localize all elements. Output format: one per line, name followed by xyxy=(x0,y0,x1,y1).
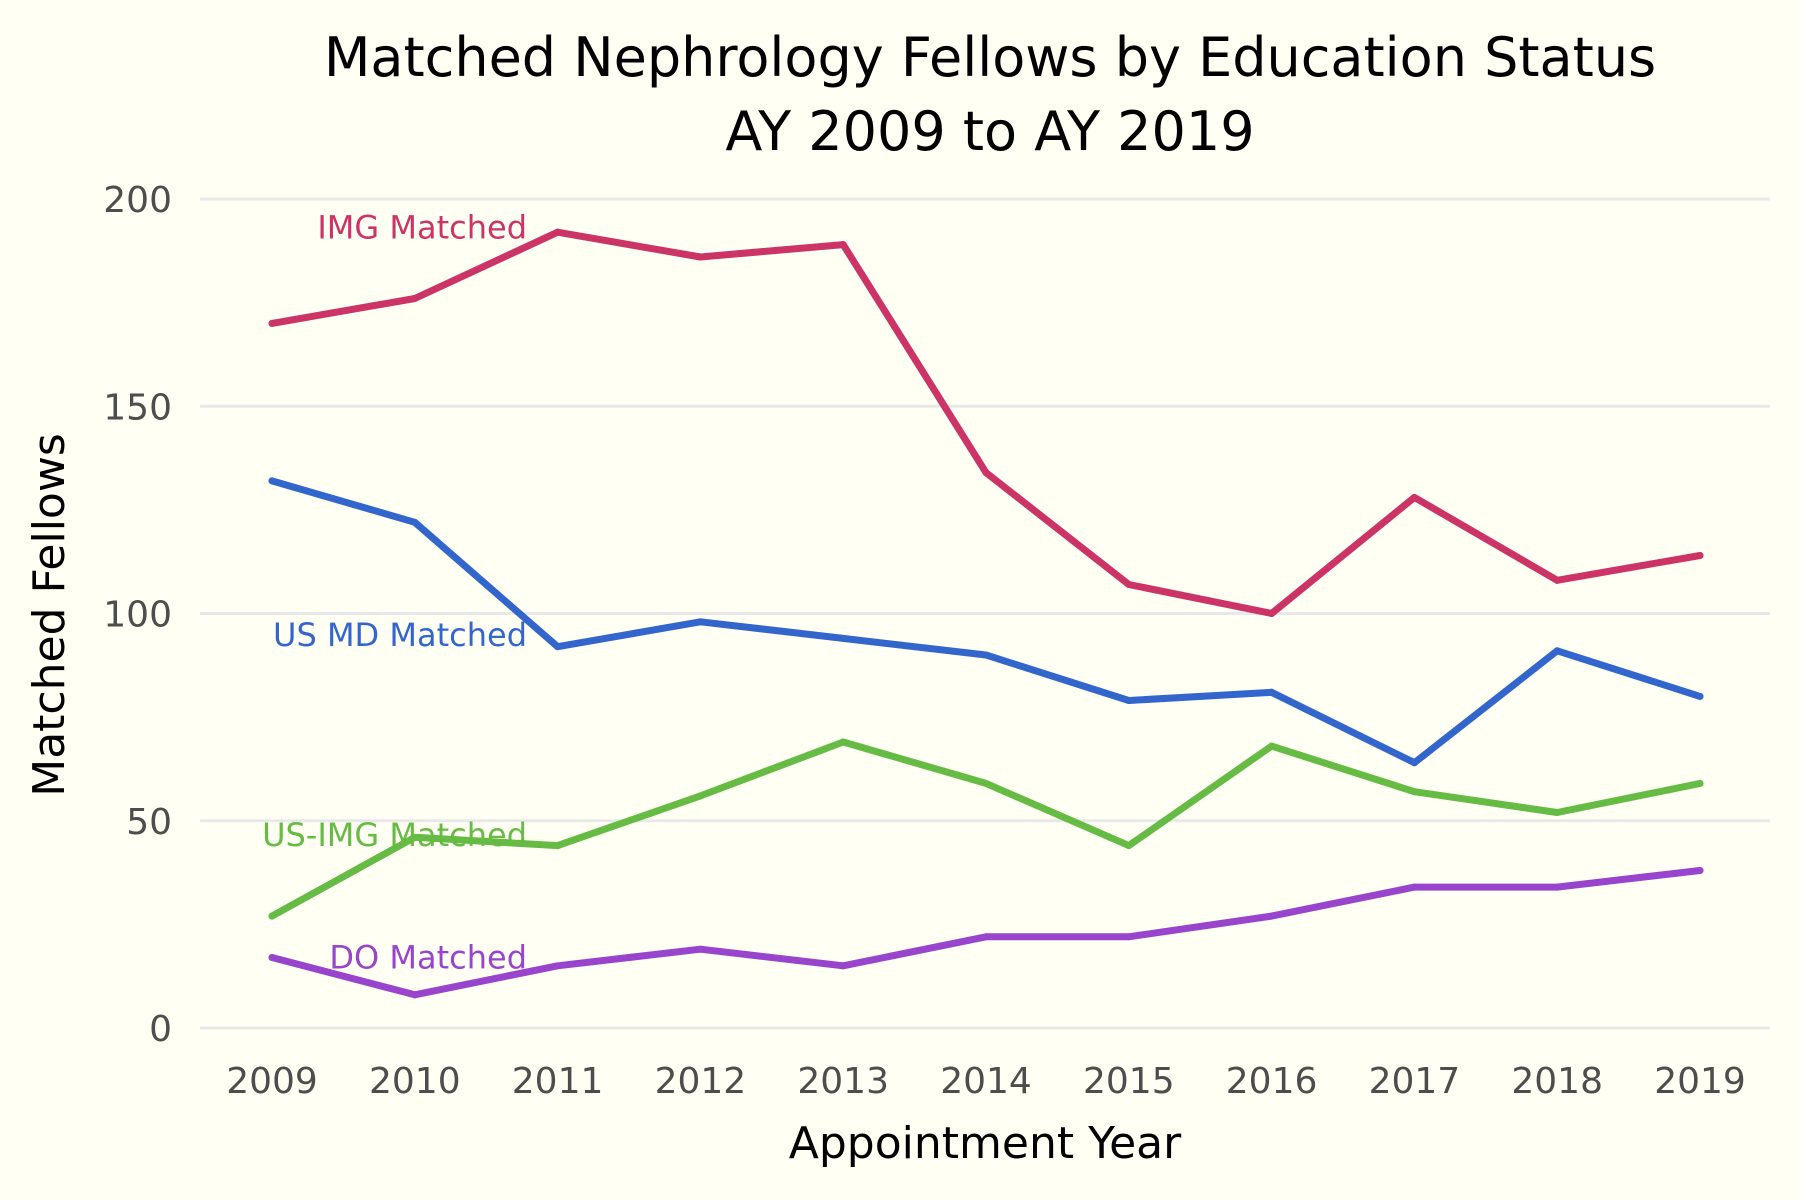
gridlines xyxy=(200,197,1770,1030)
data-point xyxy=(1410,883,1418,891)
y-axis-ticks: 0 50 100 150 200 xyxy=(103,180,172,1050)
y-tick-label: 150 xyxy=(103,387,172,428)
series-points-us-md-matched xyxy=(268,477,1704,767)
data-point xyxy=(411,833,419,841)
data-point xyxy=(839,634,847,642)
data-point xyxy=(411,294,419,302)
data-point xyxy=(1125,697,1133,705)
data-point xyxy=(1696,779,1704,787)
x-axis-title: Appointment Year xyxy=(789,1118,1182,1169)
data-point xyxy=(268,319,276,327)
data-point xyxy=(839,241,847,249)
x-tick-label: 2011 xyxy=(512,1061,604,1102)
data-point xyxy=(1125,842,1133,850)
data-point xyxy=(696,945,704,953)
x-tick-label: 2009 xyxy=(226,1061,318,1102)
data-point xyxy=(1268,742,1276,750)
data-point xyxy=(1125,580,1133,588)
y-tick-label: 200 xyxy=(103,180,172,221)
data-point xyxy=(696,618,704,626)
data-point xyxy=(1268,912,1276,920)
data-point xyxy=(982,469,990,477)
data-point xyxy=(1410,788,1418,796)
chart-title-line-1: Matched Nephrology Fellows by Education … xyxy=(324,26,1656,89)
x-tick-label: 2012 xyxy=(655,1061,747,1102)
data-point xyxy=(1268,610,1276,617)
data-point xyxy=(268,912,276,920)
data-point xyxy=(1696,866,1704,874)
series-labels: IMG Matched US MD Matched US-IMG Matched DO… xyxy=(262,208,527,976)
x-tick-label: 2015 xyxy=(1083,1061,1175,1102)
data-point xyxy=(696,792,704,800)
data-point xyxy=(411,518,419,526)
chart-title-line-2: AY 2009 to AY 2019 xyxy=(725,100,1254,163)
data-point xyxy=(1553,647,1561,655)
data-point xyxy=(982,779,990,787)
data-point xyxy=(1268,688,1276,696)
data-point xyxy=(1410,759,1418,767)
data-point xyxy=(982,933,990,941)
data-point xyxy=(1553,576,1561,584)
data-point xyxy=(696,253,704,261)
series-label-do-matched: DO Matched xyxy=(329,939,527,977)
y-axis-title: Matched Fellows xyxy=(24,433,75,797)
data-point xyxy=(1125,933,1133,941)
data-point xyxy=(268,477,276,485)
series-label-us-img-matched: US-IMG Matched xyxy=(262,816,527,854)
x-tick-label: 2010 xyxy=(369,1061,461,1102)
series-points-img-matched xyxy=(268,228,1704,617)
x-axis-ticks: 2009 2010 2011 2012 2013 2014 2015 2016 2017 2018… xyxy=(226,1061,1746,1102)
x-tick-label: 2017 xyxy=(1369,1061,1461,1102)
data-point xyxy=(554,842,562,850)
data-point xyxy=(554,962,562,970)
data-point xyxy=(1696,551,1704,559)
data-point xyxy=(839,738,847,746)
series-points-us-img-matched xyxy=(268,738,1704,920)
data-point xyxy=(1553,883,1561,891)
x-tick-label: 2013 xyxy=(797,1061,889,1102)
series-points-do-matched xyxy=(268,866,1704,999)
y-tick-label: 0 xyxy=(149,1009,172,1050)
series-label-img-matched: IMG Matched xyxy=(317,208,527,246)
data-point xyxy=(411,991,419,999)
data-point xyxy=(268,954,276,962)
x-tick-label: 2019 xyxy=(1654,1061,1746,1102)
y-tick-label: 100 xyxy=(103,595,172,636)
data-point xyxy=(1410,493,1418,501)
data-point xyxy=(839,962,847,970)
y-tick-label: 50 xyxy=(126,802,172,843)
data-point xyxy=(1553,808,1561,816)
x-tick-label: 2018 xyxy=(1511,1061,1603,1102)
data-point xyxy=(554,643,562,651)
x-tick-label: 2014 xyxy=(940,1061,1032,1102)
x-tick-label: 2016 xyxy=(1226,1061,1318,1102)
data-point xyxy=(1696,692,1704,700)
series-label-us-md-matched: US MD Matched xyxy=(273,616,527,654)
data-point xyxy=(554,228,562,236)
data-point xyxy=(982,651,990,659)
series-lines xyxy=(268,228,1704,999)
